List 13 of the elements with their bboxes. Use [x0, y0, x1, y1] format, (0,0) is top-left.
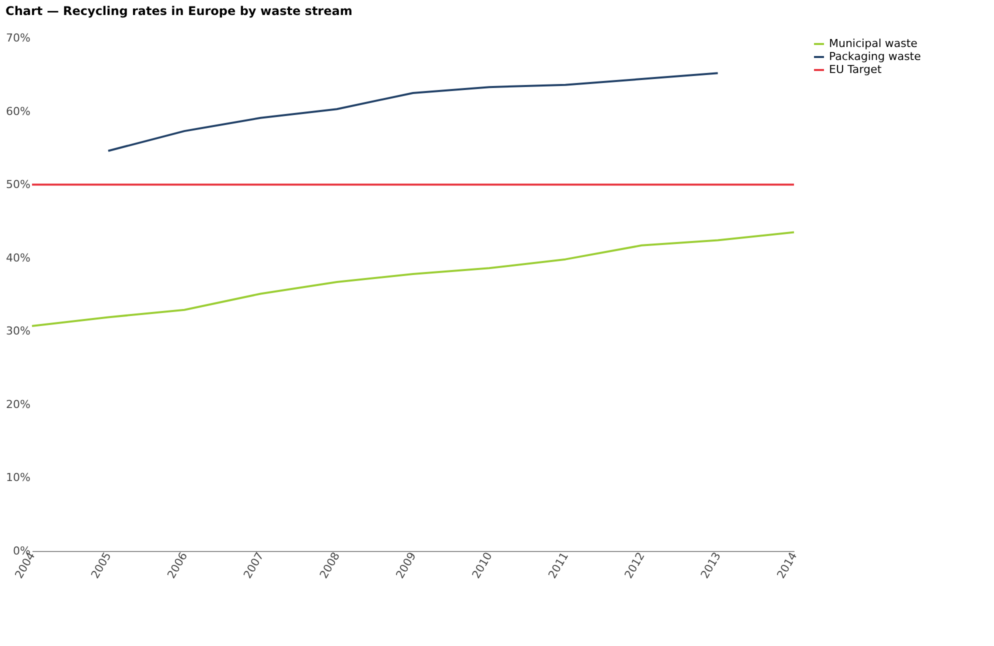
y-tick-label: 70%	[6, 32, 30, 44]
y-tick-label: 40%	[6, 251, 30, 264]
y-tick-label: 20%	[6, 398, 30, 411]
y-tick-label: 10%	[6, 471, 30, 484]
line-series	[31, 231, 795, 328]
chart-title: Chart — Recycling rates in Europe by waste stream	[6, 4, 352, 18]
y-tick-label: 50%	[6, 178, 30, 192]
legend-label: Municipal waste	[829, 37, 918, 50]
y-tick-label: 30%	[6, 324, 30, 338]
line-series	[107, 72, 719, 152]
y-tick-label: 60%	[6, 104, 30, 118]
legend-label: Packaging waste	[829, 50, 922, 63]
legend-label: EU Target	[829, 63, 882, 76]
